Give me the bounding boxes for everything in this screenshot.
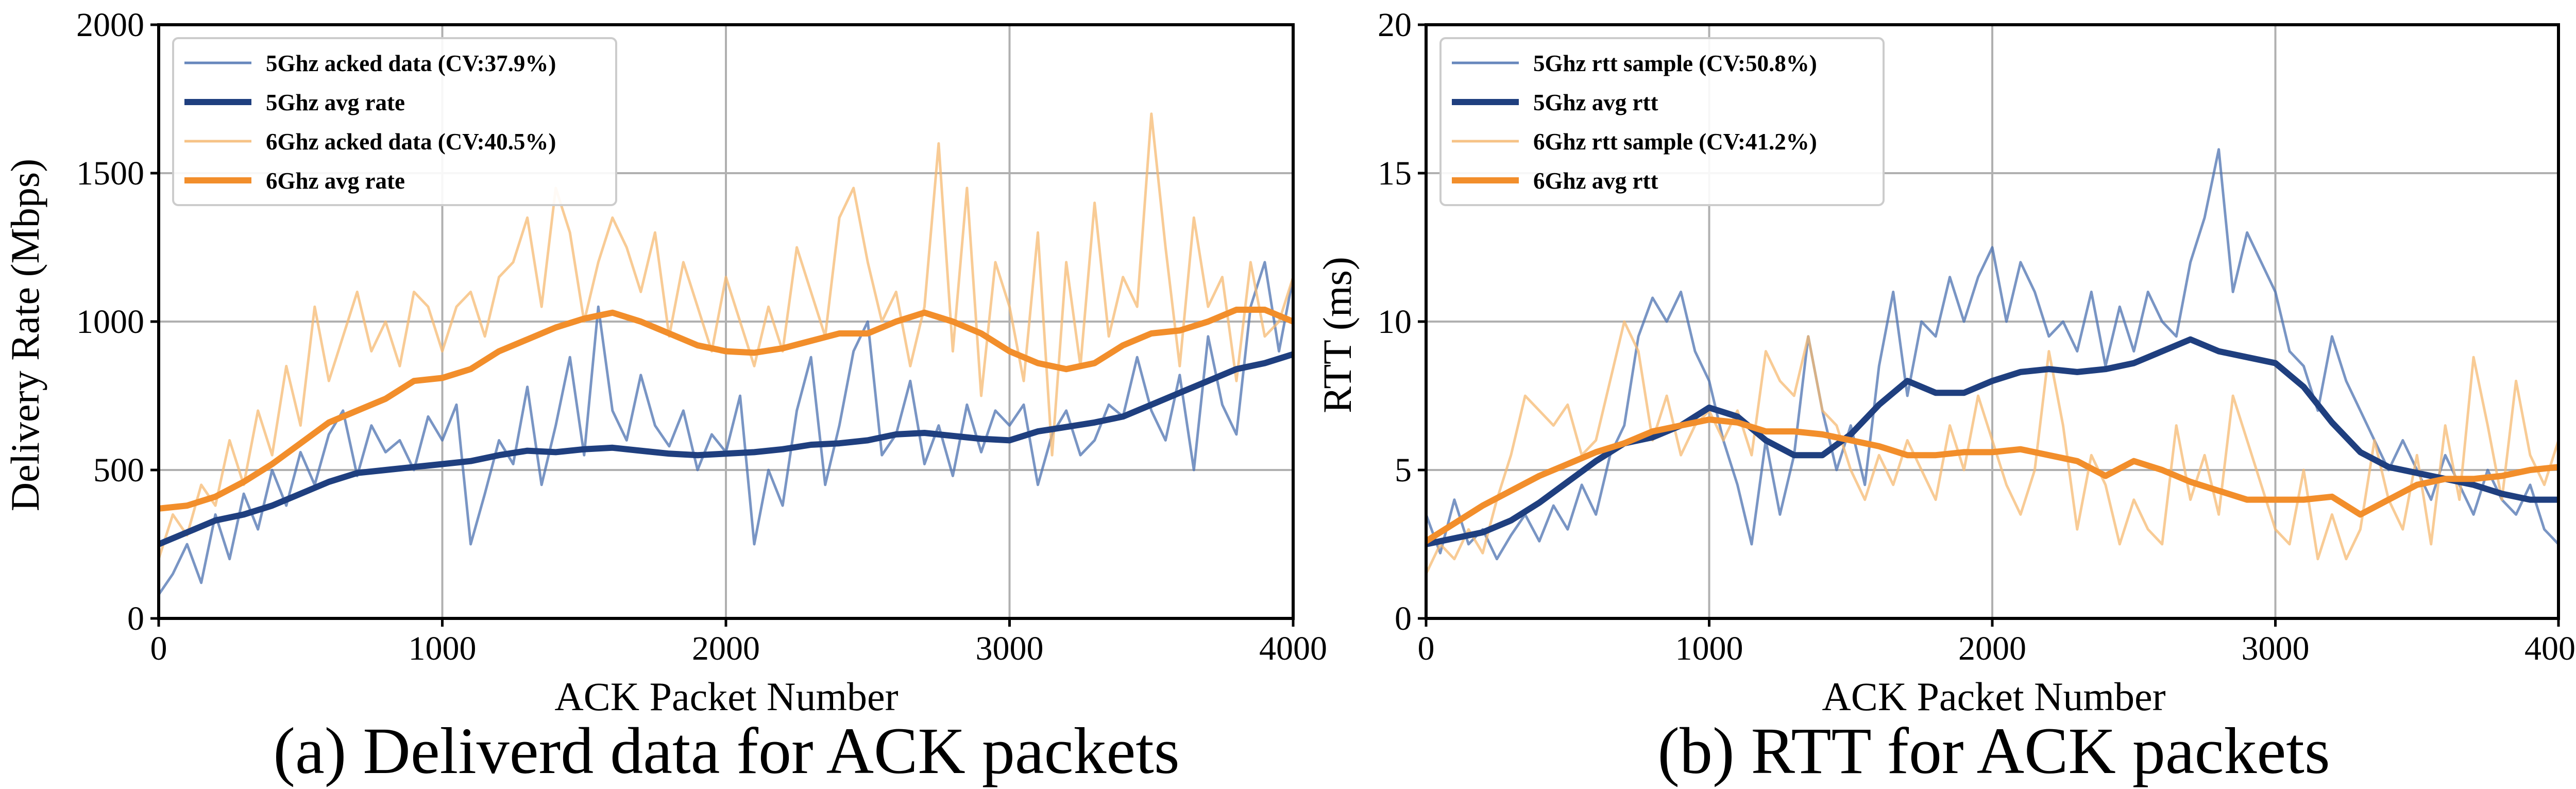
chart-a-xtick-label: 2000 [692,630,760,667]
chart-a-xtick-label: 4000 [1259,630,1327,667]
chart-b-xtick-label: 1000 [1675,630,1743,667]
chart-b-series-3 [1424,416,2559,544]
chart-a: Delivery Rate (Mbps) ACK Packet Number (… [3,6,1327,787]
chart-b-legend-label: 5Ghz rtt sample (CV:50.8%) [1533,51,1817,76]
chart-b-series [1424,148,2560,575]
chart-a-xtick-label: 3000 [976,630,1044,667]
chart-a-ytick-label: 0 [127,600,144,637]
chart-b-ytick-label: 10 [1378,303,1412,341]
chart-b-ticks: 0 1000 2000 3000 4000 0 5 10 15 20 [1378,6,2576,667]
chart-a-ytick-label: 500 [93,451,144,489]
chart-a-xtick-label: 0 [150,630,167,667]
chart-b-ytick-label: 0 [1395,600,1412,637]
chart-b-series-2 [1425,320,2560,575]
chart-b-caption: (b) RTT for ACK packets [1657,714,2330,787]
chart-a-ytick-label: 1000 [76,303,144,341]
chart-b-ytick-label: 5 [1395,451,1412,489]
chart-b-xtick-label: 2000 [1958,630,2026,667]
chart-a-ytick-label: 1500 [76,155,144,192]
chart-b-legend: 5Ghz rtt sample (CV:50.8%) 5Ghz avg rtt 6G… [1439,37,1885,206]
chart-a-xlabel: ACK Packet Number [554,674,898,719]
chart-a-ticks: 0 1000 2000 3000 4000 0 500 1000 1500 2000 [76,6,1327,667]
chart-b-xtick-label: 4000 [2524,630,2576,667]
chart-b-ytick-label: 15 [1378,155,1412,192]
chart-a-series-3 [158,307,1295,512]
chart-b: RTT (ms) ACK Packet Number (b) RTT for A… [1315,6,2576,787]
chart-a-legend-label: 5Ghz acked data (CV:37.9%) [266,51,556,76]
chart-a-legend-label: 6Ghz avg rate [266,168,405,194]
chart-b-legend-label: 5Ghz avg rtt [1533,90,1658,115]
chart-a-legend-box [172,37,617,206]
chart-a-series-1 [157,351,1294,547]
chart-a-caption: (a) Deliverd data for ACK packets [273,714,1179,787]
chart-b-legend-box [1439,37,1885,206]
chart-b-legend-label: 6Ghz avg rtt [1533,168,1658,194]
chart-b-ylabel: RTT (ms) [1315,257,1360,413]
chart-a-legend-label: 6Ghz acked data (CV:40.5%) [266,129,556,155]
chart-a-xtick-label: 1000 [409,630,477,667]
chart-a-series [157,112,1295,596]
chart-b-xtick-label: 0 [1418,630,1435,667]
chart-a-ytick-label: 2000 [76,6,144,44]
chart-b-legend-label: 6Ghz rtt sample (CV:41.2%) [1533,129,1817,155]
chart-b-xtick-label: 3000 [2242,630,2310,667]
chart-a-ylabel: Delivery Rate (Mbps) [3,159,47,511]
chart-b-xlabel: ACK Packet Number [1822,674,2165,719]
chart-a-legend-label: 5Ghz avg rate [266,90,405,115]
chart-a-legend: 5Ghz acked data (CV:37.9%) 5Ghz avg rate 6… [172,37,617,206]
chart-b-ytick-label: 20 [1378,6,1412,44]
chart-a-series-2 [157,112,1295,560]
